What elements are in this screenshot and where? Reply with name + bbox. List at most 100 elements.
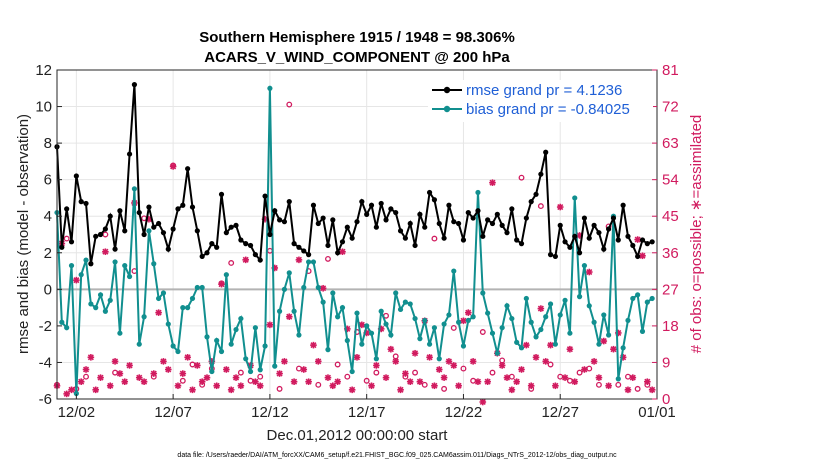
rmse-point <box>325 242 331 249</box>
rmse-point <box>117 208 123 214</box>
rmse-point <box>267 231 273 238</box>
rmse-point <box>194 228 200 234</box>
assimilated-marker-stroke <box>532 354 540 361</box>
bias-point <box>247 368 254 375</box>
assimilated-marker-stroke <box>102 248 109 255</box>
bias-point <box>630 295 636 302</box>
assimilated-marker <box>281 358 288 365</box>
y-axis-left: -6 -4 -2 0 2 4 6 8 10 12 <box>35 62 62 408</box>
rmse-point <box>310 202 317 208</box>
rmse-point <box>170 226 176 232</box>
rmse-point <box>567 244 573 250</box>
bias-point <box>543 314 549 320</box>
assimilated-marker <box>392 358 400 365</box>
possible-marker <box>363 377 370 384</box>
assimilated-marker-stroke <box>334 378 341 385</box>
assimilated-marker-stroke <box>358 321 365 328</box>
bias-point <box>199 284 205 291</box>
rmse-point <box>185 166 191 172</box>
bias-point <box>480 290 486 296</box>
bias-point <box>223 272 229 278</box>
bias-point <box>475 189 481 196</box>
y-tick-label: -6 <box>39 391 52 408</box>
legend-bias-label: bias grand pr = -0.84025 <box>466 101 630 118</box>
rmse-point <box>204 250 210 256</box>
assimilated-marker-stroke <box>566 346 573 353</box>
assimilated-marker <box>329 382 337 390</box>
bias-point <box>649 295 655 302</box>
assimilated-marker <box>445 358 453 365</box>
rmse-point <box>344 224 350 230</box>
assimilated-marker-stroke <box>165 366 172 373</box>
bias-point <box>122 262 128 269</box>
y-axis-right: 0 9 18 27 36 45 54 63 72 81 <box>652 62 679 408</box>
assimilated-marker <box>174 382 182 390</box>
assimilated-marker-stroke <box>450 362 457 369</box>
rmse-point <box>315 220 321 227</box>
assimilated-marker-stroke <box>213 382 220 389</box>
assimilated-marker <box>416 378 424 385</box>
rmse-point <box>557 222 563 228</box>
rmse-point <box>630 242 636 249</box>
assimilated-marker-stroke <box>218 281 225 288</box>
rmse-point <box>393 209 399 216</box>
rmse-point <box>601 246 607 252</box>
possible-marker <box>228 260 235 266</box>
assimilated-marker-stroke <box>228 386 235 393</box>
bias-point <box>209 368 215 375</box>
bias-point <box>460 343 467 349</box>
rmse-point <box>518 241 525 247</box>
rmse-point <box>422 224 428 230</box>
assimilated-marker <box>126 362 133 369</box>
possible-marker <box>460 365 467 372</box>
assimilated-marker-stroke <box>610 346 617 353</box>
bias-point <box>320 299 326 305</box>
assimilated-marker-stroke <box>547 342 554 349</box>
assimilated-marker <box>402 370 409 377</box>
possible-marker <box>295 365 302 372</box>
assimilated-marker-stroke <box>155 309 162 316</box>
rmse-point <box>494 211 500 217</box>
bias-point <box>581 262 588 269</box>
bias-point <box>117 330 123 336</box>
rmse-point <box>243 241 249 247</box>
assimilated-marker-stroke <box>300 366 307 373</box>
assimilated-marker <box>590 358 598 365</box>
bias-point <box>402 299 408 305</box>
rmse-point <box>112 246 118 252</box>
y-tick-label: -4 <box>39 354 52 371</box>
rmse-point <box>596 230 602 236</box>
assimilated-marker-stroke <box>73 277 80 284</box>
possible-marker <box>595 381 602 388</box>
assimilated-marker-stroke <box>513 378 520 385</box>
rmse-point <box>83 200 89 207</box>
assimilated-marker <box>368 382 375 390</box>
assimilated-marker <box>305 378 312 385</box>
assimilated-marker-stroke <box>329 382 336 389</box>
rmse-point <box>93 233 99 239</box>
bias-point <box>325 347 331 353</box>
rmse-point <box>480 233 486 239</box>
assimilated-marker <box>489 179 496 186</box>
rmse-point <box>354 219 360 225</box>
possible-marker <box>576 369 583 376</box>
assimilated-marker <box>189 386 196 394</box>
assimilated-marker-stroke <box>586 268 593 276</box>
bias-point <box>141 314 147 320</box>
assimilated-marker-stroke <box>591 358 598 365</box>
assimilated-marker <box>639 252 646 260</box>
assimilated-marker-stroke <box>474 378 482 385</box>
x-axis-label: Dec.01,2012 00:00:00 start <box>267 427 449 444</box>
footnote: data file: /Users/raeder/DAI/ATM_forcXX/… <box>177 452 617 459</box>
possible-marker <box>566 377 573 384</box>
assimilated-marker-stroke <box>644 378 651 385</box>
rmse-point <box>446 202 452 208</box>
bias-point <box>335 314 341 320</box>
y-right-tick-label: 18 <box>662 318 679 335</box>
bias-point <box>68 262 75 269</box>
bias-point <box>591 319 597 325</box>
assimilated-marker-stroke <box>489 179 496 186</box>
assimilated-marker <box>256 382 264 390</box>
y-axis-label: rmse and bias (model - observation) <box>15 114 32 354</box>
